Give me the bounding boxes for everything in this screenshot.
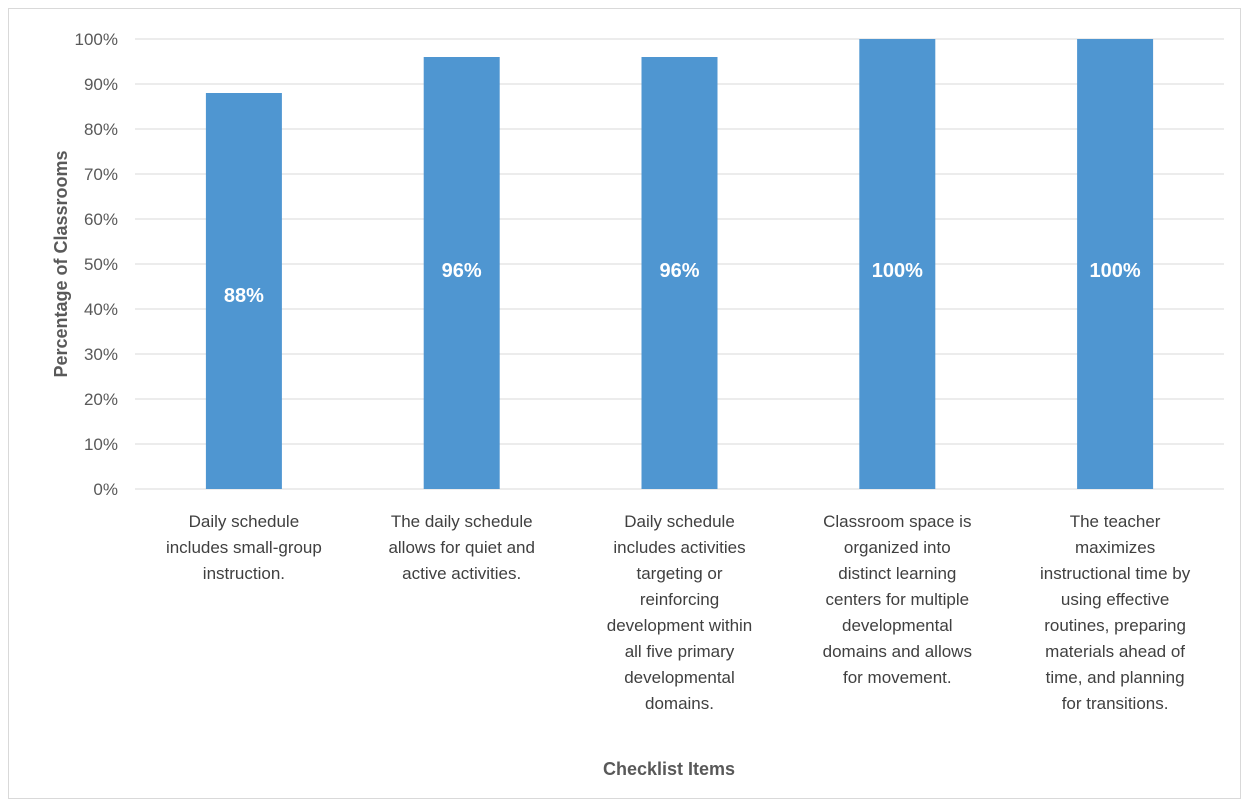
x-category-label-line: for transitions. [1062,694,1169,713]
y-tick-label: 30% [84,345,118,364]
y-tick-label: 50% [84,255,118,274]
data-label: 100% [872,260,923,282]
x-category-label-line: active activities. [402,564,521,583]
bar [641,57,718,489]
x-category-label-line: instructional time by [1040,564,1191,583]
data-label: 100% [1090,260,1141,282]
x-category-label-line: allows for quiet and [388,538,534,557]
x-axis-categories: Daily schedule includes small-group instru… [166,512,1191,713]
y-tick-label: 80% [84,120,118,139]
y-tick-label: 0% [93,480,118,499]
x-category-label-line: all five primary [625,642,735,661]
y-tick-label: 20% [84,390,118,409]
x-category-label-line: maximizes [1075,538,1155,557]
y-tick-label: 10% [84,435,118,454]
data-label: 88% [224,285,264,307]
y-tick-label: 60% [84,210,118,229]
x-category-label-line: routines, preparing [1044,616,1186,635]
x-category-label: The teacher maximizes instructional time b… [1040,512,1191,713]
x-category-label-line: time, and planning [1046,668,1185,687]
bar [859,39,936,489]
y-tick-label: 100% [75,30,118,49]
y-axis-ticks: 0% 10% 20% 30% 40% 50% 60% 70% 80% 90% 100% [75,30,118,499]
y-tick-label: 70% [84,165,118,184]
x-category-label-line: developmental [624,668,735,687]
x-axis-title: Checklist Items [603,759,735,779]
x-category-label-line: Daily schedule [189,512,300,531]
y-axis-title: Percentage of Classrooms [51,150,71,377]
x-category-label-line: development within [607,616,753,635]
x-category-label-line: domains. [645,694,714,713]
y-tick-label: 40% [84,300,118,319]
x-category-label: The daily schedule allows for quiet and ac… [388,512,534,583]
y-tick-label: 90% [84,75,118,94]
x-category-label-line: Classroom space is [823,512,971,531]
x-category-label-line: includes small-group [166,538,322,557]
x-category-label-line: reinforcing [640,590,719,609]
x-category-label-line: The teacher [1070,512,1161,531]
x-category-label-line: includes activities [613,538,745,557]
bars [205,39,1154,489]
x-category-label: Daily schedule includes small-group instru… [166,512,322,583]
bar [423,57,500,489]
x-category-label-line: The daily schedule [391,512,533,531]
data-label: 96% [442,260,482,282]
x-category-label: Daily schedule includes activities targeti… [607,512,753,713]
x-category-label-line: domains and allows [823,642,972,661]
data-labels: 88% 96% 96% 100% 100% [224,260,1141,307]
x-category-label-line: for movement. [843,668,952,687]
x-category-label-line: using effective [1061,590,1169,609]
x-category-label-line: centers for multiple [825,590,969,609]
x-category-label-line: targeting or [637,564,723,583]
data-label: 96% [659,260,699,282]
x-category-label-line: materials ahead of [1045,642,1185,661]
x-category-label: Classroom space is organized into distinct… [823,512,972,687]
x-category-label-line: instruction. [203,564,285,583]
x-category-label-line: developmental [842,616,953,635]
x-category-label-line: Daily schedule [624,512,735,531]
x-category-label-line: distinct learning [838,564,956,583]
bar [1077,39,1154,489]
x-category-label-line: organized into [844,538,951,557]
bar [205,93,282,489]
